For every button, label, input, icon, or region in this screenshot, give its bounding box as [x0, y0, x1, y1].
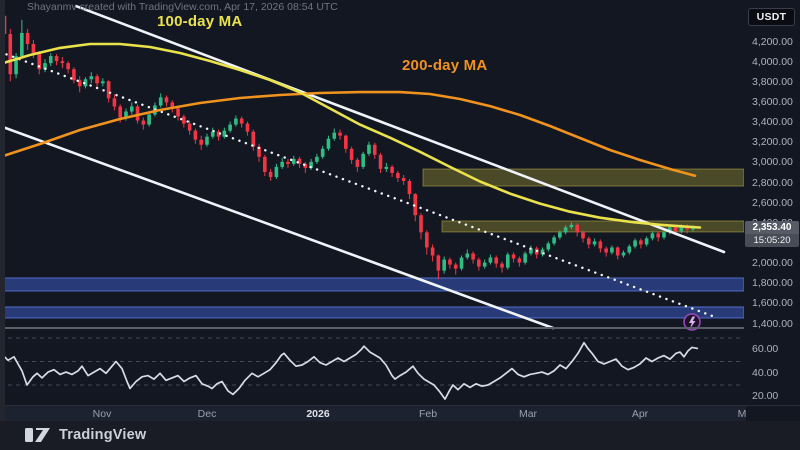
price-tick-3600: 3,600.00: [752, 95, 793, 108]
time-axis[interactable]: Nov Dec 2026 Feb Mar Apr M: [0, 406, 746, 421]
price-tick-1400: 1,400.00: [752, 317, 793, 330]
rsi-line: [0, 341, 699, 400]
time-tick-Dec: Dec: [197, 408, 217, 420]
pane-separator[interactable]: [0, 327, 800, 329]
chart-watermark: Shayanmv created with TradingView.com, A…: [27, 1, 338, 13]
rsi-tick-20: 20.00: [752, 390, 779, 403]
tradingview-logo-icon: [25, 428, 50, 442]
time-tick-2026: 2026: [306, 408, 330, 420]
time-tick-Apr: Apr: [631, 408, 649, 420]
resistance-zone-lower[interactable]: [441, 220, 744, 233]
left-edge-strip: [0, 0, 5, 421]
upper-channel-line[interactable]: [74, 4, 726, 254]
price-tick-3000: 3,000.00: [752, 156, 793, 169]
price-tick-3800: 3,800.00: [752, 75, 793, 88]
price-tick-2600: 2,600.00: [752, 196, 793, 209]
tradingview-logo-text: TradingView: [59, 427, 147, 443]
price-tick-4000: 4,000.00: [752, 55, 793, 68]
ma200-label[interactable]: 200-day MA: [402, 57, 488, 74]
chart-plot-area[interactable]: [0, 0, 744, 405]
lower-channel-line[interactable]: [0, 124, 555, 330]
price-axis[interactable]: USDT 4,200.00 4,000.00 3,800.00 3,600.00 3,4…: [744, 0, 800, 405]
rsi-tick-60: 60.00: [752, 343, 779, 356]
price-tick-2000: 2,000.00: [752, 257, 793, 270]
price-tick-4200: 4,200.00: [752, 35, 793, 48]
support-zone-lower[interactable]: [0, 306, 744, 319]
price-tick-2800: 2,800.00: [752, 176, 793, 189]
bottom-bar: TradingView: [0, 421, 800, 450]
support-zone-upper[interactable]: [0, 277, 744, 292]
tradingview-logo[interactable]: TradingView: [24, 426, 146, 444]
last-price-countdown: 15:05:20: [745, 234, 799, 247]
price-tick-1600: 1,600.00: [752, 297, 793, 310]
price-tick-1800: 1,800.00: [752, 277, 793, 290]
time-tick-Mar: Mar: [518, 408, 538, 420]
last-price-value: 2,353.40: [745, 221, 799, 234]
time-tick-Nov: Nov: [92, 408, 112, 420]
time-tick-Feb: Feb: [418, 408, 438, 420]
time-tick-M: M: [737, 408, 747, 420]
symbol-unit-badge: USDT: [748, 8, 795, 26]
price-tick-3400: 3,400.00: [752, 116, 793, 129]
time-axis-separator: [0, 405, 800, 406]
resistance-zone-upper[interactable]: [422, 168, 744, 187]
last-price-badge: 2,353.40 15:05:20: [745, 221, 799, 247]
ma100-label[interactable]: 100-day MA: [157, 13, 243, 30]
price-tick-3200: 3,200.00: [752, 136, 793, 149]
rsi-tick-40: 40.00: [752, 366, 779, 379]
